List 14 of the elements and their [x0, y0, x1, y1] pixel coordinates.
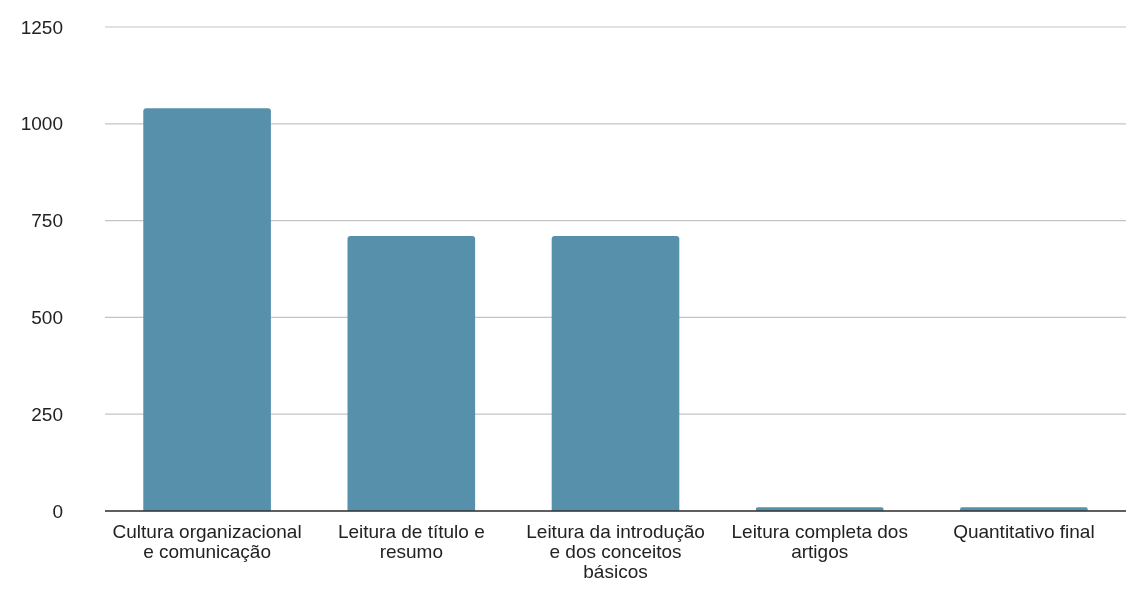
- y-tick-label: 1000: [20, 113, 63, 135]
- x-tick-label: Leitura de título e resumo: [337, 521, 485, 563]
- bar: [551, 236, 680, 511]
- bar: [347, 236, 476, 511]
- x-tick-label: Cultura organizacional e comunicação: [112, 521, 302, 563]
- bar: [143, 108, 271, 511]
- y-tick-label: 250: [31, 403, 63, 425]
- x-tick-label: Leitura completa dos artigos: [731, 521, 908, 563]
- y-tick-label: 750: [31, 210, 63, 232]
- y-tick-label: 1250: [20, 16, 63, 38]
- y-tick-label: 0: [52, 500, 63, 522]
- y-tick-label: 500: [31, 306, 63, 328]
- x-tick-label: Leitura da introdução e dos conceitos básicos: [526, 521, 705, 583]
- x-tick-label: Quantitativo final: [953, 521, 1095, 543]
